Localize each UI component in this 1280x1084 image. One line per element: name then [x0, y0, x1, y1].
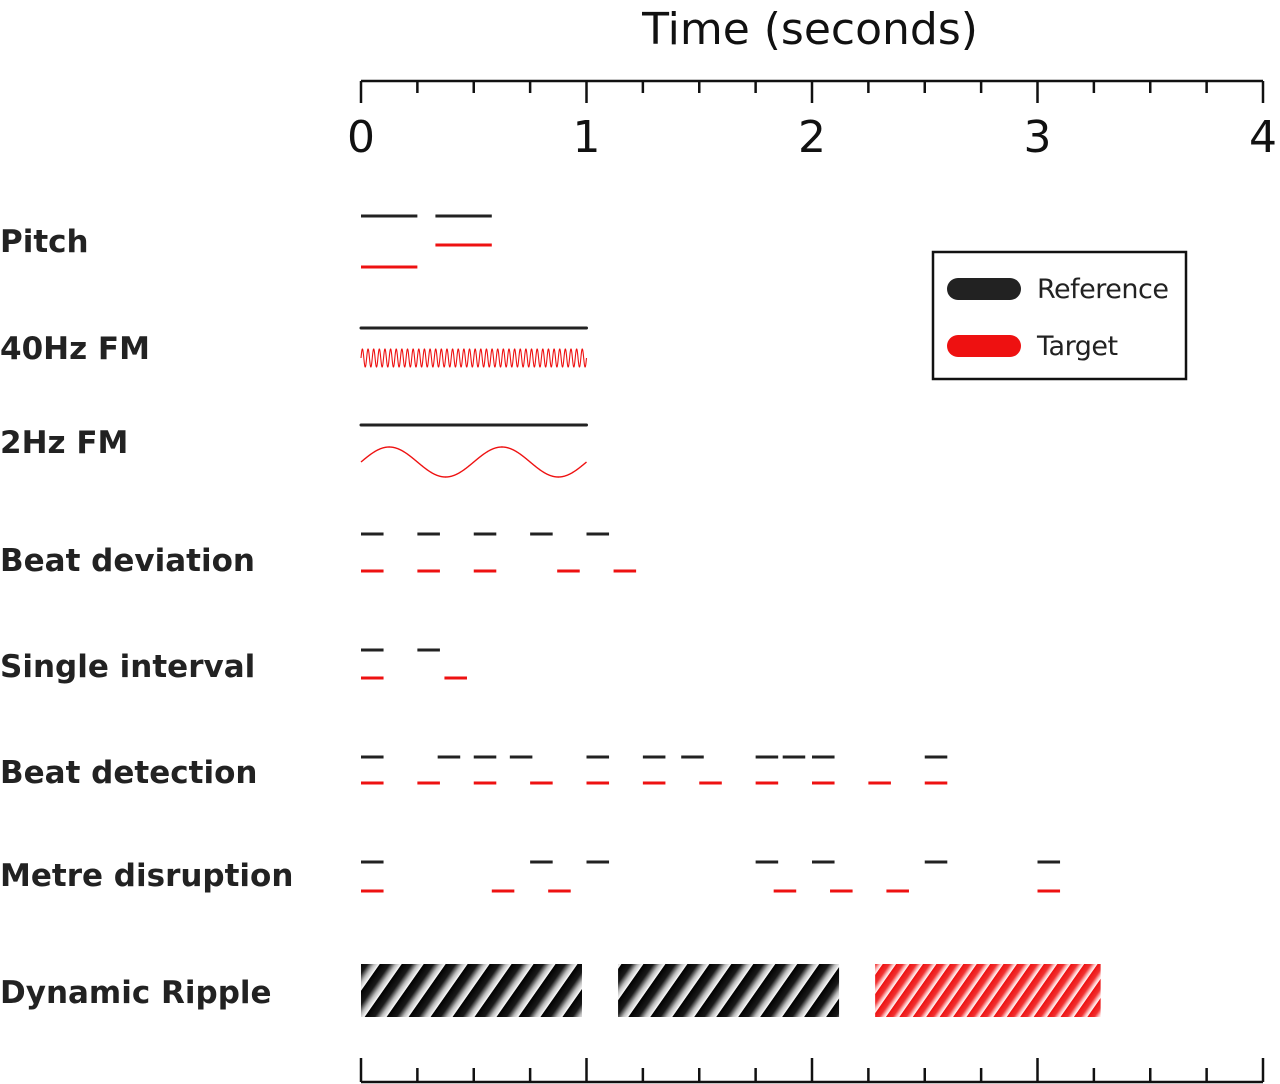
row-marks-2hz-fm: [359, 423, 588, 478]
row-marks-beat-detection: [361, 755, 948, 785]
row-marks-pitch: [361, 214, 492, 269]
legend-target-label: Target: [1036, 331, 1118, 362]
axis-tick-label: 4: [1249, 112, 1277, 163]
row-label-2hz-fm: 2Hz FM: [0, 425, 128, 461]
row-label-single-interval: Single interval: [0, 649, 255, 685]
row-label-pitch: Pitch: [0, 224, 89, 260]
row-label-metre-disruption: Metre disruption: [0, 858, 293, 894]
axis-title: Time (seconds): [641, 4, 978, 55]
row-marks-single-interval: [361, 648, 467, 680]
legend-reference-label: Reference: [1037, 274, 1168, 305]
axis-tick-label: 2: [798, 112, 826, 163]
legend-box: [931, 250, 1188, 381]
axis-tick-label: 3: [1024, 112, 1052, 163]
reference-ripple-block: [618, 964, 840, 1017]
stimulus-marks: [359, 214, 1101, 1017]
target-fm-waveform: [360, 446, 587, 478]
reference-ripple-block: [361, 964, 582, 1017]
target-fm-waveform: [360, 348, 588, 368]
top-time-axis: 0 1 2 3 4: [347, 79, 1277, 163]
row-label-beat-deviation: Beat deviation: [0, 543, 255, 579]
legend: Reference Target: [931, 250, 1188, 381]
bottom-time-axis: [359, 1058, 1265, 1084]
axis-tick-label: 0: [347, 112, 375, 163]
row-label-40hz-fm: 40Hz FM: [0, 331, 150, 367]
row-marks-dynamic-ripple: [361, 964, 1101, 1017]
row-label-beat-detection: Beat detection: [0, 755, 257, 791]
target-ripple-block: [875, 964, 1101, 1017]
row-marks-40hz-fm: [359, 326, 588, 368]
axis-tick-label: 1: [573, 112, 601, 163]
row-marks-beat-deviation: [361, 532, 637, 573]
row-marks-metre-disruption: [361, 860, 1061, 893]
row-label-dynamic-ripple: Dynamic Ripple: [0, 975, 272, 1011]
